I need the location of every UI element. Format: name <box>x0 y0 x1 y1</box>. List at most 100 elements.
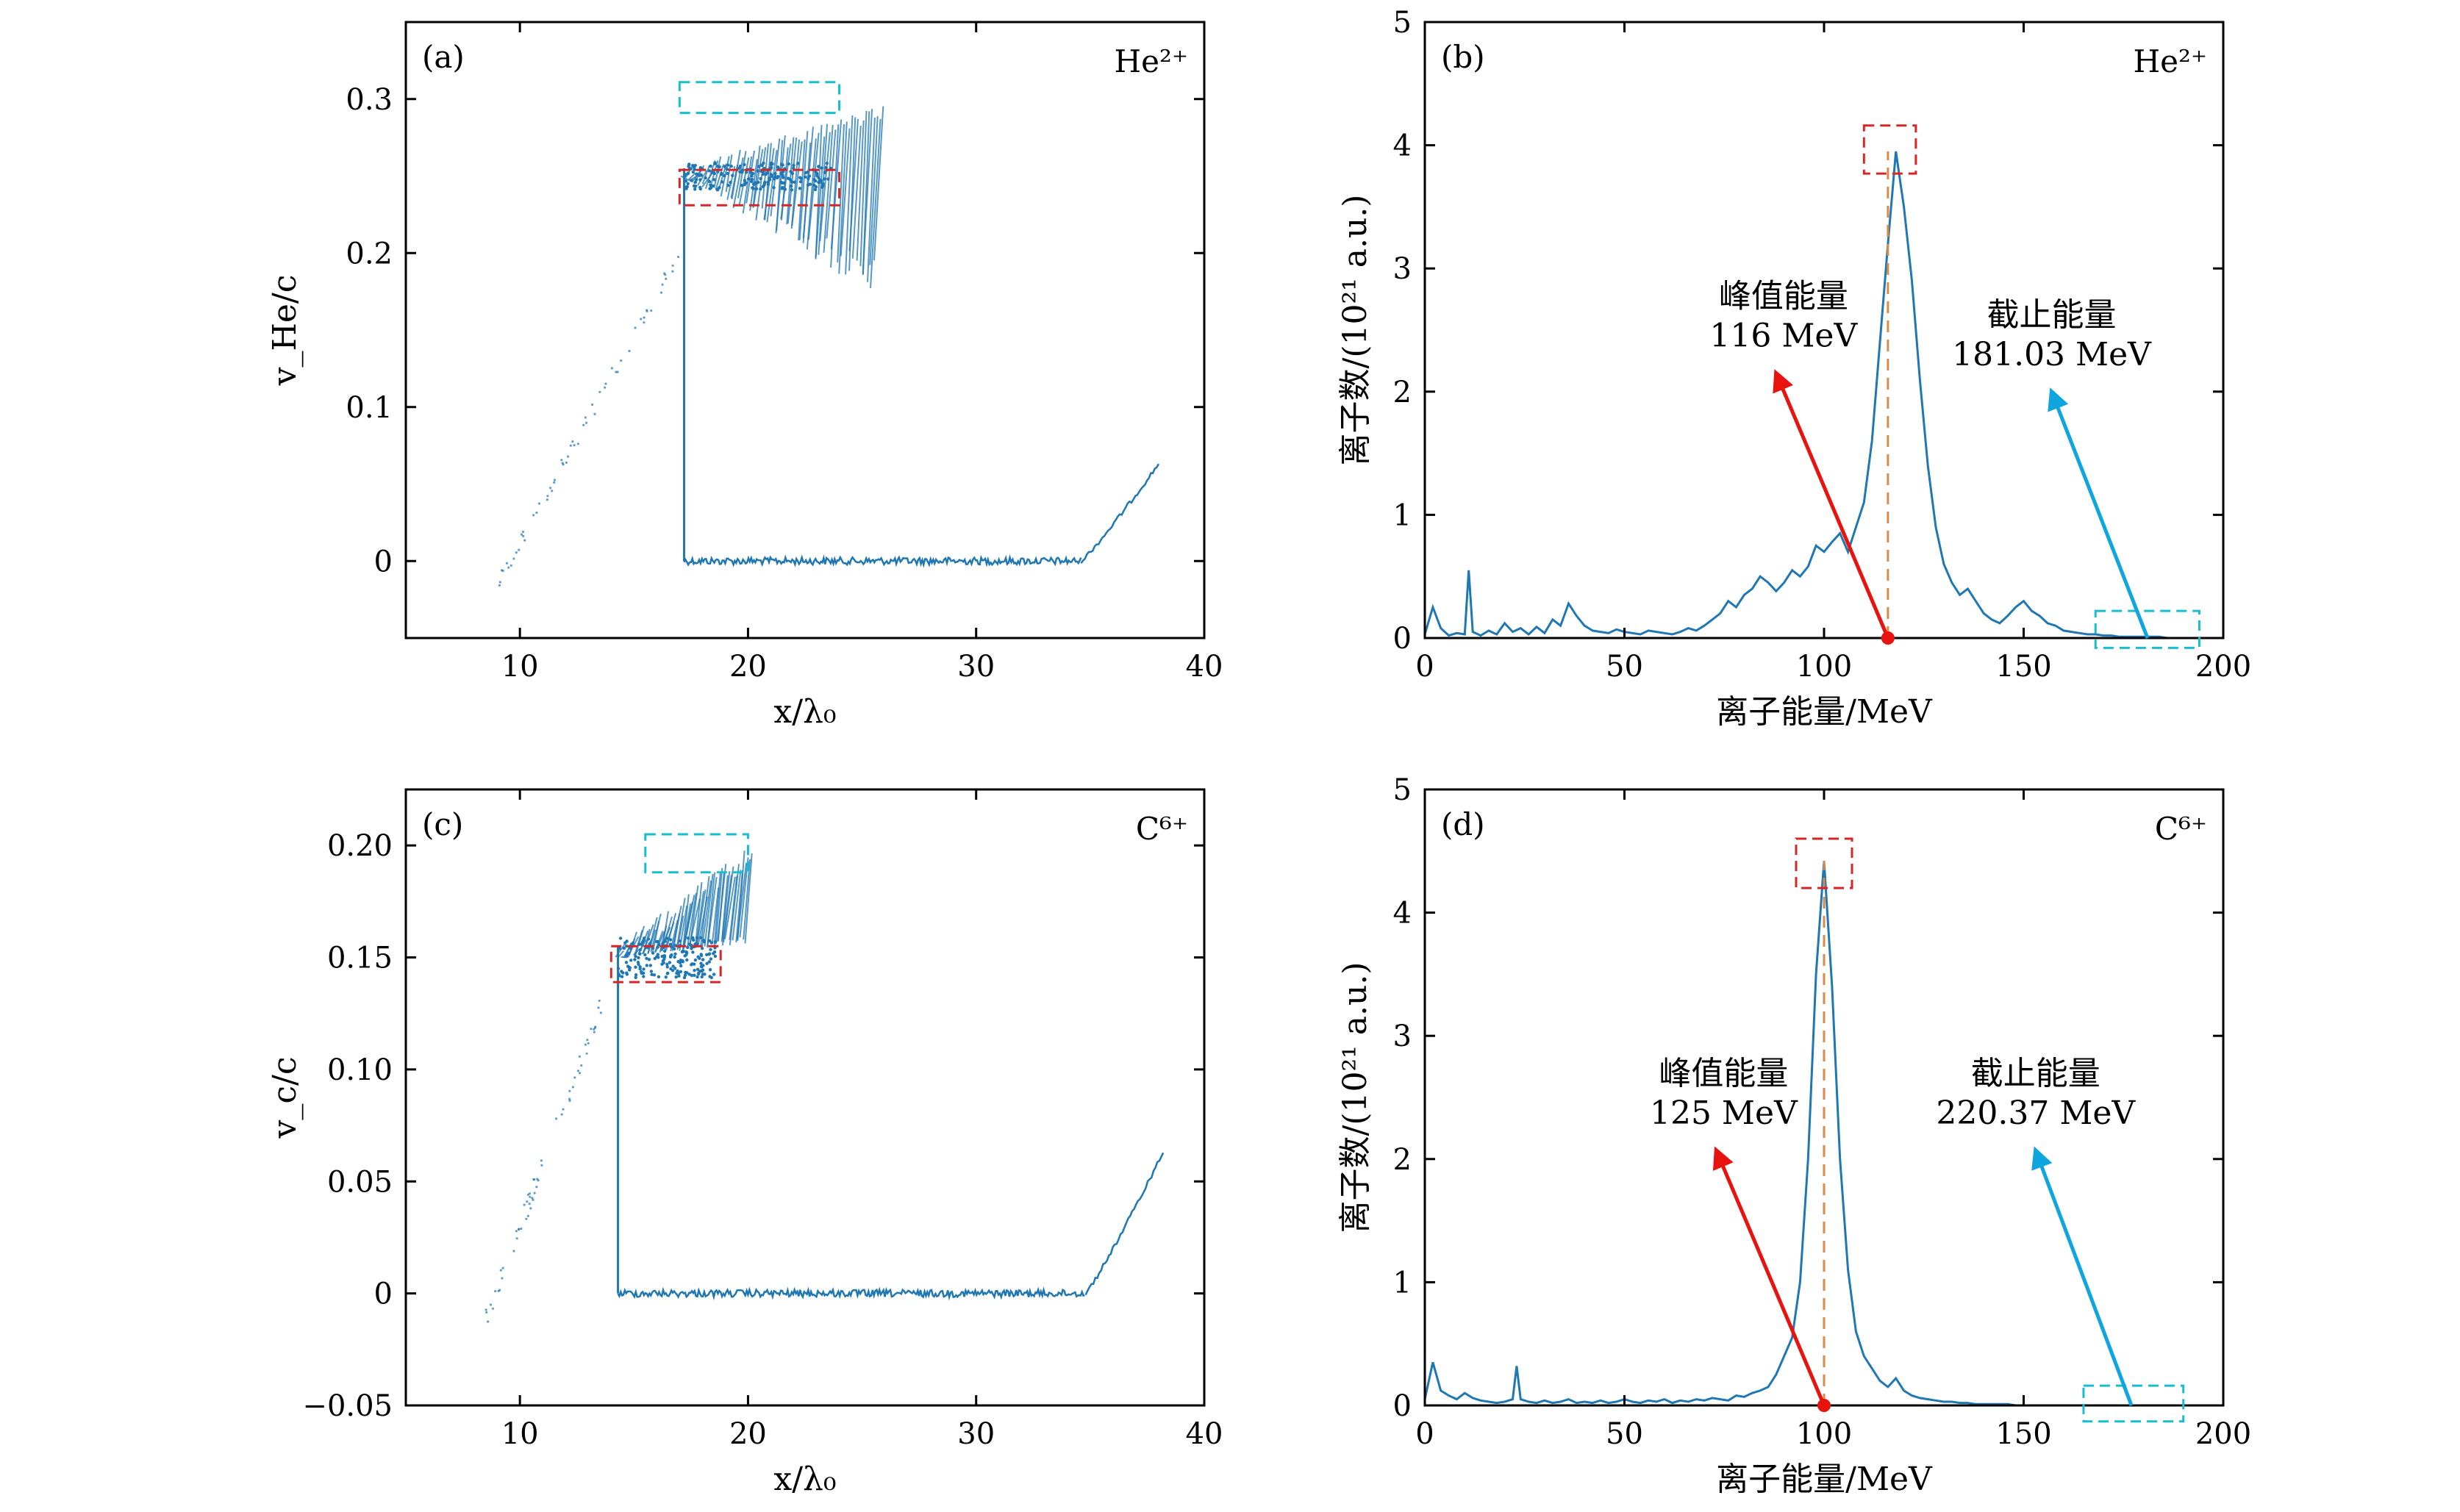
panel-c-bunch-core-point <box>642 975 646 978</box>
panel-c-bunch-core-point <box>661 942 665 945</box>
panel-a-bunch-core-point <box>695 172 698 176</box>
panel-c-precursor-point <box>594 1025 597 1028</box>
panel-d-spectrum-line <box>1423 861 2223 1407</box>
panel-c-bunch-core-point <box>701 958 705 961</box>
panel-d-x-tick-label: 200 <box>2195 1417 2251 1451</box>
panel-c-precursor-point <box>540 1164 543 1167</box>
panel-a-bunch-core-point <box>798 180 803 184</box>
panel-c-bunch-core-point <box>634 965 637 970</box>
panel-c-precursor-point <box>532 1198 534 1201</box>
panel-a-precursor-point <box>507 566 510 569</box>
panel-d-x-axis-title: 离子能量/MeV <box>1716 1461 1933 1498</box>
panel-d-y-tick-label: 2 <box>1393 1143 1412 1177</box>
panel-a-precursor-point <box>573 444 576 447</box>
panel-c-bunch-core-point <box>620 975 624 978</box>
panel-a-precursor-point <box>521 530 525 534</box>
panel-a-bunch-core-point <box>725 167 729 171</box>
panel-c-bunch-streak <box>676 915 684 950</box>
panel-a-bunch-core-point <box>769 161 773 165</box>
panel-b-plot <box>1423 151 2223 639</box>
panel-c-bunch-core-point <box>707 960 711 964</box>
panel-a-bunch-core-point <box>723 173 726 178</box>
panel-a-bunch-core-point <box>814 185 818 189</box>
panel-c-bunch-core-point <box>678 939 682 943</box>
panel-c-precursor-point <box>562 1108 565 1111</box>
panel-a-x-tick-label: 20 <box>729 650 767 684</box>
panel-a-bunch-core-point <box>709 186 713 190</box>
panel-c-bunch-core-point <box>696 975 699 979</box>
panel-a-bunch-streak <box>840 128 851 257</box>
panel-a-bunch-core-point <box>709 164 712 168</box>
panel-c-bunch-core-point <box>629 959 633 962</box>
panel-b-y-axis-title: 离子数/(10²¹ a.u.) <box>1337 195 1374 466</box>
panel-c-precursor-point <box>523 1203 526 1206</box>
panel-a-bunch-core-point <box>746 177 751 181</box>
panel-c-y-tick-label: 0.15 <box>327 942 393 975</box>
panel-c-bunch-streak <box>715 867 723 945</box>
panel-c-bunch-core-point <box>673 952 677 956</box>
panel-a-bunch-core-point <box>823 171 827 174</box>
panel-c-precursor-point <box>528 1203 531 1205</box>
panel-c-bunch-core-point <box>638 967 642 971</box>
panel-c-bunch-streak <box>634 925 646 956</box>
panel-c-precursor-point <box>499 1269 502 1272</box>
panel-a-bunch-core-point <box>759 163 764 167</box>
panel-c-precursor-point <box>491 1307 495 1310</box>
panel-c-bunch-streak <box>704 873 714 947</box>
panel-a-bunch-core-point <box>699 173 703 176</box>
panel-a-bunch-core-point <box>782 176 785 179</box>
panel-a-precursor-point <box>560 459 563 462</box>
panel-c-precursor-point <box>578 1055 582 1058</box>
panel-a-precursor-point <box>591 403 594 406</box>
panel-a-bunch-core-point <box>796 162 800 165</box>
panel-c-precursor-point <box>598 999 601 1003</box>
panel-a-bunch-streak <box>761 143 769 209</box>
panel-c-precursor-point <box>485 1308 487 1311</box>
panel-c-bunch-core-point <box>623 941 627 945</box>
panel-a-precursor-point <box>523 539 526 542</box>
panel-d-y-tick-label: 4 <box>1393 897 1412 931</box>
panel-c-precursor-point <box>497 1289 500 1292</box>
panel-a-bunch-streak <box>873 106 884 261</box>
panel-d-cutoff-annotation-value: 220.37 MeV <box>1936 1094 2136 1132</box>
panel-a-bunch-streak <box>856 120 865 261</box>
panel-a-precursor-point <box>640 318 643 320</box>
panel-c-bunch-core-point <box>663 949 667 953</box>
panel-a-bunch-streak <box>798 131 809 241</box>
panel-a-precursor-point <box>571 440 574 443</box>
panel-a-bunch-core-point <box>686 171 690 175</box>
panel-a-precursor-point <box>643 321 646 324</box>
panel-c-bunch-core-point <box>638 947 642 952</box>
panel-a-bunch-core-point <box>766 182 770 186</box>
panel-a-bunch-core-point <box>718 186 721 190</box>
panel-d-peak-annotation-title: 峰值能量 <box>1659 1055 1788 1092</box>
panel-a-y-axis-title: v_He/c <box>266 275 304 387</box>
panel-a-bunch-streak <box>766 149 778 223</box>
panel-c-bunch-core-point <box>637 962 640 967</box>
panel-a-bunch-core-point <box>776 165 780 169</box>
panel-a-precursor-point <box>498 584 501 587</box>
panel-a-precursor-point <box>593 412 596 415</box>
panel-c-precursor-point <box>585 1052 588 1055</box>
panel-a-bunch-core-point <box>726 171 729 176</box>
panel-c-bunch-streak <box>679 905 688 951</box>
panel-a-bunch-core-point <box>749 171 753 174</box>
panel-a-bunch-core-point <box>754 187 759 191</box>
panel-a-bunch-core-point <box>779 162 784 166</box>
panel-a-bunch-core-point <box>712 178 716 182</box>
panel-d-x-tick-label: 50 <box>1606 1417 1643 1451</box>
panel-a-bunch-core-point <box>807 174 812 178</box>
panel-c-bunch-core-point <box>650 972 654 977</box>
panel-b-y-tick-label: 5 <box>1393 6 1412 40</box>
panel-c-bunch-core-point <box>637 956 640 960</box>
panel-c-bunch-streak <box>665 912 677 951</box>
panel-a-precursor-point <box>498 581 501 584</box>
panel-a-bunch-core-point <box>754 182 758 185</box>
panel-b-cutoff-arrow <box>2048 387 2150 639</box>
panel-c-precursor-point <box>599 1011 602 1014</box>
panel-c-y-tick-label: 0.10 <box>327 1053 393 1087</box>
panel-a-bunch-core-point <box>750 174 754 178</box>
panel-c-bunch-core-point <box>691 950 695 954</box>
panel-b-label: (b) <box>1441 39 1485 75</box>
panel-a-plateau <box>683 553 1082 568</box>
